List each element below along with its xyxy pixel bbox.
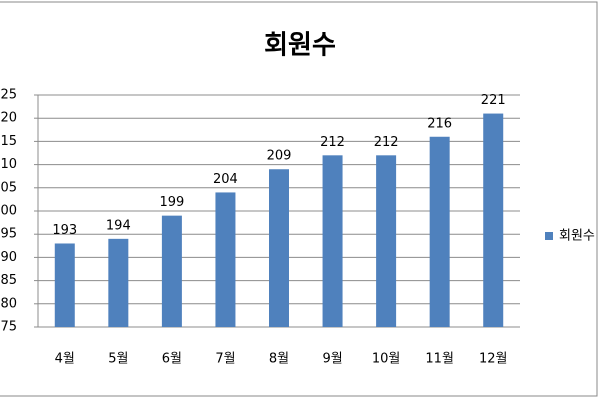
x-tick-label: 5월	[108, 352, 128, 367]
bar	[429, 136, 450, 327]
x-tick-label: 4월	[55, 352, 75, 367]
bar	[269, 169, 289, 327]
x-tick-label: 10월	[372, 352, 401, 367]
value-label: 193	[52, 223, 77, 238]
value-label: 212	[320, 135, 345, 150]
value-label: 212	[374, 135, 399, 150]
x-tick-label: 9월	[322, 352, 342, 367]
y-tick-label: 210	[0, 157, 17, 172]
legend-swatch	[545, 232, 553, 240]
value-label: 199	[159, 195, 184, 210]
value-label: 194	[106, 218, 131, 233]
value-label: 204	[213, 172, 238, 187]
legend-label: 회원수	[559, 229, 595, 244]
bar	[376, 155, 397, 327]
bar	[322, 155, 343, 327]
y-tick-label: 195	[0, 227, 17, 242]
value-label: 216	[427, 116, 452, 131]
x-tick-label: 12월	[479, 352, 508, 367]
bar	[161, 215, 182, 327]
value-label: 209	[267, 149, 292, 164]
x-tick-label: 8월	[269, 352, 289, 367]
x-tick-label: 11월	[425, 352, 454, 367]
bar	[54, 243, 75, 327]
y-tick-label: 225	[0, 88, 17, 103]
chart-title: 회원수	[264, 31, 336, 61]
y-tick-label: 200	[0, 204, 17, 219]
y-tick-label: 180	[0, 296, 17, 311]
x-tick-label: 7월	[215, 352, 235, 367]
y-tick-label: 175	[0, 320, 17, 335]
y-tick-label: 185	[0, 273, 17, 288]
x-tick-label: 6월	[162, 352, 182, 367]
bar	[483, 113, 504, 327]
y-tick-label: 205	[0, 180, 17, 195]
value-label: 221	[481, 93, 506, 108]
y-tick-label: 220	[0, 111, 17, 126]
bar	[108, 238, 129, 327]
y-tick-label: 215	[0, 134, 17, 149]
y-tick-label: 190	[0, 250, 17, 265]
bar	[215, 192, 236, 327]
